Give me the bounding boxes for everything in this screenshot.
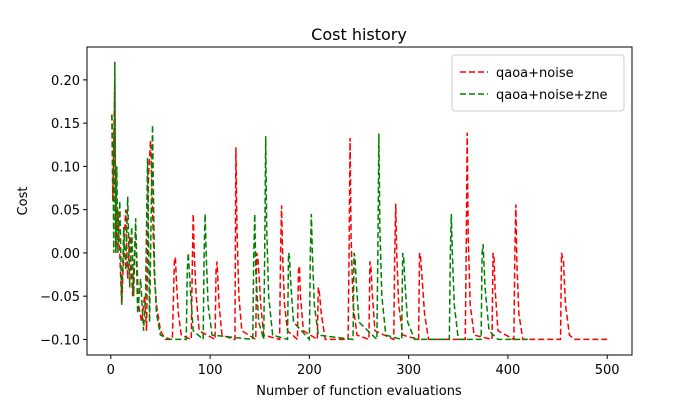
y-tick-label: −0.05 [40,290,80,305]
y-tick-label: 0.05 [51,204,80,219]
chart-title: Cost history [311,25,407,44]
legend-label: qaoa+noise [496,66,574,81]
y-tick-label: 0.20 [51,74,80,89]
x-tick-label: 400 [495,363,520,378]
x-axis-label: Number of function evaluations [256,384,462,399]
plot-frame [86,46,633,356]
x-tick-label: 0 [107,363,115,378]
x-tick-label: 500 [595,363,620,378]
legend-label: qaoa+noise+zne [496,88,608,103]
y-tick-label: 0.15 [51,117,80,132]
x-tick-label: 300 [396,363,421,378]
y-tick-label: 0.00 [51,247,80,262]
y-tick-label: 0.10 [51,160,80,175]
series-line [111,61,528,342]
x-tick-label: 200 [297,363,322,378]
y-tick-label: −0.10 [40,333,80,348]
legend-box [451,54,625,112]
x-tick-label: 100 [198,363,223,378]
y-axis-label: Cost [16,187,31,216]
